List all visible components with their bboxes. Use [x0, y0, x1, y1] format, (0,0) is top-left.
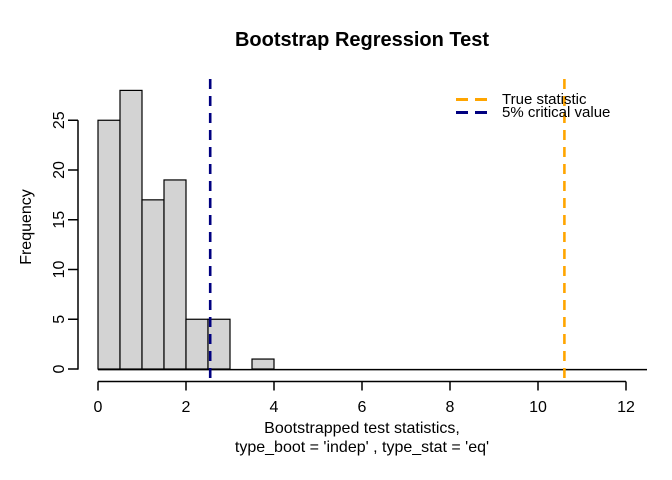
- x-tick-label: 4: [270, 399, 279, 416]
- x-tick-label: 12: [617, 399, 635, 416]
- x-tick-label: 2: [182, 399, 191, 416]
- histogram-bar: [141, 199, 165, 370]
- legend-item-true-statistic: True statistic: [456, 91, 610, 108]
- x-axis-label-line1: Bootstrapped test statistics,: [264, 420, 460, 437]
- y-tick-label: 10: [51, 261, 68, 279]
- y-tick-label: 0: [51, 364, 68, 373]
- y-tick-label: 5: [51, 315, 68, 324]
- x-tick-label: 8: [446, 399, 455, 416]
- histogram-bar: [251, 358, 275, 370]
- y-tick-label: 15: [51, 211, 68, 229]
- chart-title: Bootstrap Regression Test: [234, 29, 490, 51]
- histogram-bar: [163, 179, 187, 370]
- legend: True statistic 5% critical value: [456, 91, 611, 121]
- x-tick-label: 6: [358, 399, 367, 416]
- x-tick-label: 10: [529, 399, 547, 416]
- legend-key-true-statistic-line: [456, 98, 488, 101]
- legend-label-true-statistic: True statistic: [502, 91, 587, 108]
- histogram-bar: [119, 89, 143, 370]
- histogram-bar: [97, 119, 121, 370]
- legend-item-critical-value: 5% critical value: [456, 104, 611, 121]
- legend-label-critical-value: 5% critical value: [502, 104, 611, 121]
- x-tick-label: 0: [94, 399, 103, 416]
- y-axis-label: Frequency: [18, 189, 35, 265]
- histogram-bar: [185, 318, 209, 370]
- x-axis-label-line2: type_boot = 'indep' , type_stat = 'eq': [234, 439, 490, 456]
- y-tick-label: 20: [51, 161, 68, 179]
- legend-key-critical-value-line: [456, 111, 488, 114]
- y-tick-label: 25: [51, 111, 68, 129]
